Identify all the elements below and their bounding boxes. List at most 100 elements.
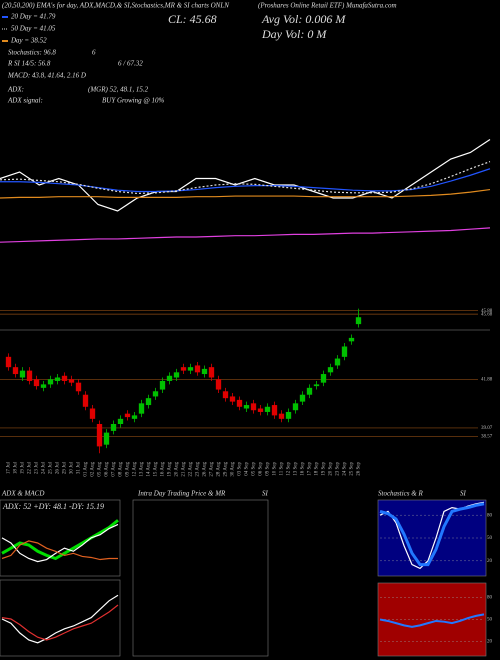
adx-values: ADX: 52 +DY: 48.1 -DY: 15.19 [2,502,104,511]
candle-body [54,377,61,381]
candle-body [348,337,355,342]
candle-body [96,424,103,447]
x-tick-label: 02 Aug [91,462,96,477]
candle-body [257,408,264,412]
x-tick-label: 16 Aug [161,462,166,477]
top-title: (20,50,200) EMA's for day, ADX,MACD,& SI… [2,2,229,10]
series-line [0,227,491,243]
candle-body [61,375,68,381]
candle-body [68,379,75,383]
x-tick-label: 14 Aug [147,462,152,477]
candle-body [5,356,12,368]
rsi: R SI 14/5: 56.8 [7,60,51,68]
candle-body [264,406,271,412]
candle-body [250,403,257,411]
ema20: 20 Day = 41.79 [11,13,56,21]
x-tick-label: 19 Jul [21,461,26,474]
candle-body [117,418,124,424]
series-line [1,594,119,644]
ema50: 50 Day = 41.05 [11,25,56,33]
x-tick-label: 26 Jul [56,461,61,474]
x-tick-label: 27 Aug [210,462,215,477]
x-tick-label: 04 Sep [245,462,250,476]
x-tick-label: 30 Aug [231,462,236,477]
candle-body [236,399,243,407]
candle-body [166,375,173,381]
candle-body [173,372,180,378]
candle-body [306,387,313,395]
candle-body [271,405,278,416]
x-tick-label: 06 Sep [259,462,264,476]
series-line [379,502,485,567]
y-tick-label: 80 [487,513,493,518]
x-tick-label: 20 Aug [175,462,180,477]
x-tick-label: 20 Sep [329,462,334,476]
candle-body [33,379,40,387]
panel [0,579,121,657]
x-tick-label: 24 Sep [343,462,348,476]
adx: ADX: [7,86,24,94]
series-line [1,604,119,641]
candle-body [215,379,222,390]
x-tick-label: 25 Jul [49,461,54,474]
y-tick-label: 50 [487,536,493,541]
x-tick-label: 03 Sep [238,462,243,476]
x-tick-label: 22 Jul [28,461,33,474]
x-tick-label: 08 Aug [119,462,124,477]
y-tick-label: 20 [487,640,493,645]
x-tick-label: 05 Sep [252,462,257,476]
candle-body [75,382,82,392]
x-tick-label: 09 Sep [266,462,271,476]
close-price: CL: 45.68 [168,12,217,26]
candle-body [124,413,131,418]
candle-body [82,394,89,407]
ema200: Day = 38.52 [10,37,47,45]
top-title-right: (Proshares Online Retail ETF) MunafaSutr… [258,2,397,10]
y-tick-label: 80 [487,596,493,601]
candle-body [278,413,285,419]
x-tick-label: 10 Sep [273,462,278,476]
x-tick-label: 28 Aug [217,462,222,477]
candle-body [285,411,292,419]
x-tick-label: 23 Jul [35,461,40,474]
panel-title: SI [262,490,269,498]
series-line [1,523,119,563]
x-tick-label: 17 Sep [308,462,313,476]
x-tick-label: 15 Aug [154,462,159,477]
x-tick-label: 23 Sep [336,462,341,476]
adx-b: (MGR) 52, 48.1, 15.2 [88,86,149,94]
day-vol: Day Vol: 0 M [261,27,327,41]
avg-vol: Avg Vol: 0.006 M [261,12,346,26]
x-tick-label: 12 Sep [287,462,292,476]
x-tick-label: 13 Aug [140,462,145,477]
candle-body [89,408,96,419]
candle-body [187,367,194,371]
x-tick-label: 18 Jul [14,461,19,474]
x-tick-label: 18 Sep [315,462,320,476]
y-tick-label: 20 [487,559,493,564]
y-tick-label: 50 [487,618,493,623]
y-tick-label: 38.57 [481,435,493,440]
candle-body [313,384,320,387]
candle-body [19,370,26,378]
x-tick-label: 23 Aug [196,462,201,477]
x-tick-label: 22 Aug [189,462,194,477]
candle-body [12,367,19,375]
candle-body [222,391,229,399]
x-tick-label: 19 Sep [322,462,327,476]
y-tick-label: 45.68 [481,312,493,317]
candle-body [208,367,215,378]
candle-body [103,432,110,445]
adx-signal: ADX signal: [7,97,43,105]
panel-title: Intra Day Trading Price & MR [137,490,226,498]
x-tick-label: 29 Jul [63,461,68,474]
x-tick-label: 25 Sep [350,462,355,476]
candle-body [47,379,54,385]
x-tick-label: 09 Aug [126,462,131,477]
panel-title: ADX & MACD [1,490,44,498]
x-tick-label: 11 Sep [280,462,285,476]
rsi-b: 6 / 67.32 [118,60,143,68]
candle-body [243,405,250,409]
